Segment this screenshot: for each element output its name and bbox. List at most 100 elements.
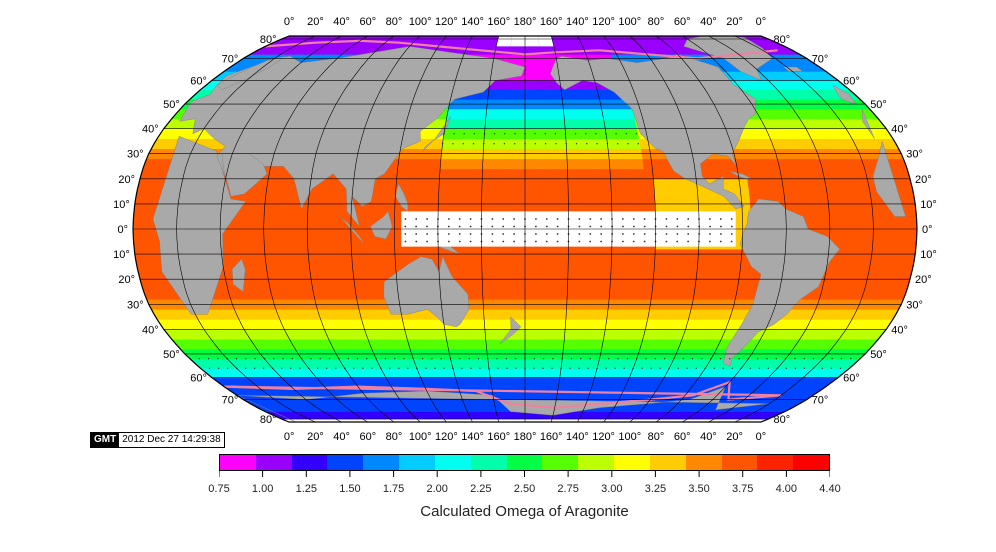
top-lon-label: 0° [284,16,295,28]
left-lat-label: 30° [127,149,144,161]
top-lon-label: 40° [333,16,350,28]
top-lon-label: 60° [674,16,691,28]
left-latitude-labels: 80° 70° 60° 50° 40° 30° 20° 10° 0° 10° 20° 30° 40° 50… [113,34,276,426]
color-scale-tick-label: 1.00 [251,483,274,495]
right-lat-label: 40° [891,324,908,336]
right-lat-label: 60° [843,75,860,87]
left-lat-label: 60° [190,75,207,87]
top-lon-label: 20° [307,16,324,28]
color-segment [649,455,686,470]
bottom-lon-label: 80° [648,431,665,440]
color-segment [721,455,758,470]
color-segment [399,455,435,470]
color-segment [220,455,256,470]
top-lon-label: 180° [514,16,537,28]
bottom-lon-label: 120° [592,431,615,440]
top-lon-label: 100° [618,16,641,28]
left-lat-label: 80° [260,34,277,46]
top-lon-label: 140° [461,16,484,28]
color-scale-tick-label: 4.00 [775,483,798,495]
top-lon-label: 40° [700,16,717,28]
right-lat-label: 50° [870,99,887,111]
top-lon-label: 0° [756,16,767,28]
bottom-lon-label: 140° [566,431,589,440]
right-lat-label: 20° [915,174,932,186]
color-segment [542,455,579,470]
left-lat-label: 10° [113,199,130,211]
bottom-lon-label: 160° [540,431,563,440]
top-lon-label: 80° [386,16,403,28]
right-lat-label: 40° [891,124,908,136]
bottom-lon-label: 60° [674,431,691,440]
gmt-logo: GMT [91,433,120,447]
color-scale-tick-label: 1.75 [382,483,405,495]
color-segment [291,455,328,470]
bottom-lon-label: 60° [359,431,376,440]
color-segment [506,455,543,470]
bottom-lon-label: 20° [307,431,324,440]
top-lon-label: 20° [726,16,743,28]
bottom-lon-label: 40° [700,431,717,440]
bottom-lon-label: 0° [284,431,295,440]
left-lat-label: 70° [222,395,239,407]
right-lat-label: 0° [922,224,933,236]
color-scale-tick-label: 3.25 [644,483,667,495]
right-lat-label: 10° [920,249,937,261]
left-lat-label: 10° [113,249,130,261]
left-lat-label: 40° [142,324,159,336]
color-scale-tick-label: 4.40 [819,483,841,495]
color-scale-tick-label: 0.75 [208,483,230,495]
color-segment [255,455,292,470]
color-segment [327,455,364,470]
top-lon-label: 100° [409,16,432,28]
top-lon-label: 120° [592,16,615,28]
left-lat-label: 40° [142,124,159,136]
bottom-lon-label: 0° [756,431,767,440]
color-scale-tick-label: 3.75 [731,483,754,495]
right-latitude-labels: 80° 70° 60° 50° 40° 30° 20° 10° 0° 10° 20° 30° 40° 50… [774,34,937,426]
right-lat-label: 20° [915,274,932,286]
color-segment [578,455,615,470]
map-frame [132,35,918,423]
right-lat-label: 50° [870,349,887,361]
right-lat-label: 30° [906,149,923,161]
color-segment [363,455,400,470]
color-segment [757,455,794,470]
color-scale-tick-label: 1.25 [295,483,317,495]
left-lat-label: 20° [118,274,135,286]
color-scale-tick-label: 2.50 [513,483,536,495]
top-longitude-labels: 0° 20° 40° 60° 80° 100° 120° 140° 160° 180° 160° 14… [284,16,766,28]
bottom-longitude-labels: 0° 20° 40° 60° 80° 100° 120° 140° 160° 180° 160° 14… [284,431,766,440]
right-lat-label: 60° [843,373,860,385]
bottom-lon-label: 120° [435,431,458,440]
world-map: 0° 20° 40° 60° 80° 100° 120° 140° 160° 180° 160° 14… [113,16,937,440]
color-scale-tick-label: 3.00 [601,483,623,495]
color-scale-bar [219,454,830,471]
left-lat-label: 80° [260,414,277,426]
left-lat-label: 50° [163,99,180,111]
left-lat-label: 50° [163,349,180,361]
right-lat-label: 10° [920,199,937,211]
color-scale-ticks [219,471,830,477]
color-segment [614,455,650,470]
left-lat-label: 20° [118,174,135,186]
color-segment [793,455,830,470]
color-scale-tick-label: 2.75 [557,483,579,495]
timestamp-text: 2012 Dec 27 14:29:38 [119,433,224,447]
color-scale-labels: 0.75 1.00 1.25 1.50 1.75 2.00 2.25 2.50 2.75 3.00… [208,483,840,497]
top-lon-label: 80° [648,16,665,28]
map-canvas: 0° 20° 40° 60° 80° 100° 120° 140° 160° 180° 160° 14… [113,16,937,440]
bottom-lon-label: 140° [461,431,484,440]
color-scale-tick-label: 2.00 [426,483,448,495]
color-segment [685,455,722,470]
graticule [133,36,917,422]
bottom-lon-label: 20° [726,431,743,440]
bottom-lon-label: 100° [409,431,432,440]
left-lat-label: 70° [222,53,239,65]
top-lon-label: 140° [566,16,589,28]
right-lat-label: 80° [774,414,791,426]
bottom-lon-label: 40° [333,431,350,440]
left-lat-label: 30° [127,299,144,311]
left-lat-label: 60° [190,373,207,385]
color-scale-tick-label: 2.25 [470,483,492,495]
